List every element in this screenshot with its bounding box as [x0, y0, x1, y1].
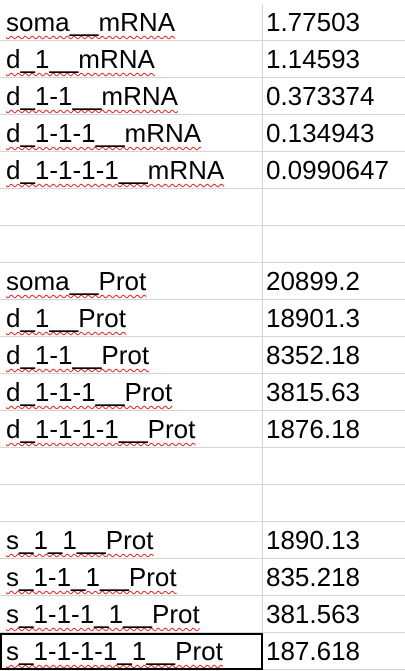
cell-text: 18901.3: [266, 303, 360, 333]
cell-text: d_1__Prot: [6, 303, 126, 333]
cell-text: d_1-1-1__mRNA: [6, 118, 202, 148]
selected-cell[interactable]: s_1-1-1-1_1__Prot: [0, 633, 263, 670]
value-cell[interactable]: 1890.13: [263, 522, 405, 559]
table-row: d_1__Prot 18901.3: [0, 300, 405, 337]
cell-text: 835.218: [266, 562, 360, 592]
cell-text: d_1-1__mRNA: [6, 81, 178, 111]
value-cell[interactable]: 187.618: [263, 633, 405, 670]
value-cell[interactable]: 8352.18: [263, 337, 405, 374]
cell-text: d_1-1__Prot: [6, 340, 150, 370]
label-cell[interactable]: d_1-1__Prot: [0, 337, 263, 374]
value-cell[interactable]: 1876.18: [263, 411, 405, 448]
cell-text: soma__mRNA: [6, 7, 176, 37]
table-row: d_1-1__mRNA 0.373374: [0, 78, 405, 115]
value-cell[interactable]: 835.218: [263, 559, 405, 596]
table-row: [0, 485, 405, 522]
table-row: d_1-1-1-1__mRNA 0.0990647: [0, 152, 405, 189]
cell-text: 8352.18: [266, 340, 360, 370]
label-cell[interactable]: d_1-1-1-1__mRNA: [0, 152, 263, 189]
label-cell[interactable]: [0, 485, 263, 522]
cell-text: d_1-1-1-1__mRNA: [6, 155, 225, 185]
value-cell[interactable]: 20899.2: [263, 263, 405, 300]
cell-text: 0.373374: [266, 81, 375, 111]
cell-text: s_1-1-1-1_1__Prot: [6, 636, 223, 666]
table-row: d_1-1__Prot 8352.18: [0, 337, 405, 374]
label-cell[interactable]: [0, 448, 263, 485]
cell-text: 1.77503: [266, 7, 360, 37]
label-cell[interactable]: s_1_1__Prot: [0, 522, 263, 559]
table-row: d_1__mRNA 1.14593: [0, 41, 405, 78]
value-cell[interactable]: 0.373374: [263, 78, 405, 115]
cell-text: d_1__mRNA: [6, 44, 155, 74]
table-row: s_1-1-1-1_1__Prot 187.618: [0, 633, 405, 670]
cell-text: d_1-1-1-1__Prot: [6, 414, 196, 444]
label-cell[interactable]: d_1__mRNA: [0, 41, 263, 78]
label-cell[interactable]: soma__mRNA: [0, 4, 263, 41]
table-row: s_1_1__Prot 1890.13: [0, 522, 405, 559]
cell-text: 381.563: [266, 599, 360, 629]
cell-text: 0.134943: [266, 118, 375, 148]
cell-text: s_1-1_1__Prot: [6, 562, 177, 592]
label-cell[interactable]: s_1-1-1_1__Prot: [0, 596, 263, 633]
table-row: [0, 226, 405, 263]
cell-text: 1876.18: [266, 414, 360, 444]
value-cell[interactable]: [263, 485, 405, 522]
table-row: soma__Prot 20899.2: [0, 263, 405, 300]
value-cell[interactable]: [263, 448, 405, 485]
value-cell[interactable]: 1.77503: [263, 4, 405, 41]
label-cell[interactable]: [0, 226, 263, 263]
table-row: s_1-1_1__Prot 835.218: [0, 559, 405, 596]
label-cell[interactable]: [0, 189, 263, 226]
label-cell[interactable]: d_1-1-1-1__Prot: [0, 411, 263, 448]
cell-text: 187.618: [266, 636, 360, 666]
value-cell[interactable]: 0.0990647: [263, 152, 405, 189]
value-cell[interactable]: [263, 226, 405, 263]
cell-text: 0.0990647: [266, 155, 389, 185]
table-row: d_1-1-1-1__Prot 1876.18: [0, 411, 405, 448]
value-cell[interactable]: 381.563: [263, 596, 405, 633]
value-cell[interactable]: [263, 189, 405, 226]
cell-text: soma__Prot: [6, 266, 147, 296]
cell-text: 1.14593: [266, 44, 360, 74]
table-row: [0, 448, 405, 485]
label-cell[interactable]: soma__Prot: [0, 263, 263, 300]
cell-text: d_1-1-1__Prot: [6, 377, 173, 407]
label-cell[interactable]: d_1__Prot: [0, 300, 263, 337]
label-cell[interactable]: d_1-1-1__Prot: [0, 374, 263, 411]
value-cell[interactable]: 18901.3: [263, 300, 405, 337]
cell-text: s_1-1-1_1__Prot: [6, 599, 200, 629]
cell-text: 1890.13: [266, 525, 360, 555]
label-cell[interactable]: s_1-1_1__Prot: [0, 559, 263, 596]
value-cell[interactable]: 3815.63: [263, 374, 405, 411]
value-cell[interactable]: 1.14593: [263, 41, 405, 78]
table-row: s_1-1-1_1__Prot 381.563: [0, 596, 405, 633]
label-cell[interactable]: d_1-1-1__mRNA: [0, 115, 263, 152]
table-row: d_1-1-1__mRNA 0.134943: [0, 115, 405, 152]
label-cell[interactable]: d_1-1__mRNA: [0, 78, 263, 115]
table-row: soma__mRNA 1.77503: [0, 4, 405, 41]
cell-text: s_1_1__Prot: [6, 525, 154, 555]
cell-text: 20899.2: [266, 266, 360, 296]
value-cell[interactable]: 0.134943: [263, 115, 405, 152]
table-row: d_1-1-1__Prot 3815.63: [0, 374, 405, 411]
cell-text: 3815.63: [266, 377, 360, 407]
table-row: [0, 189, 405, 226]
